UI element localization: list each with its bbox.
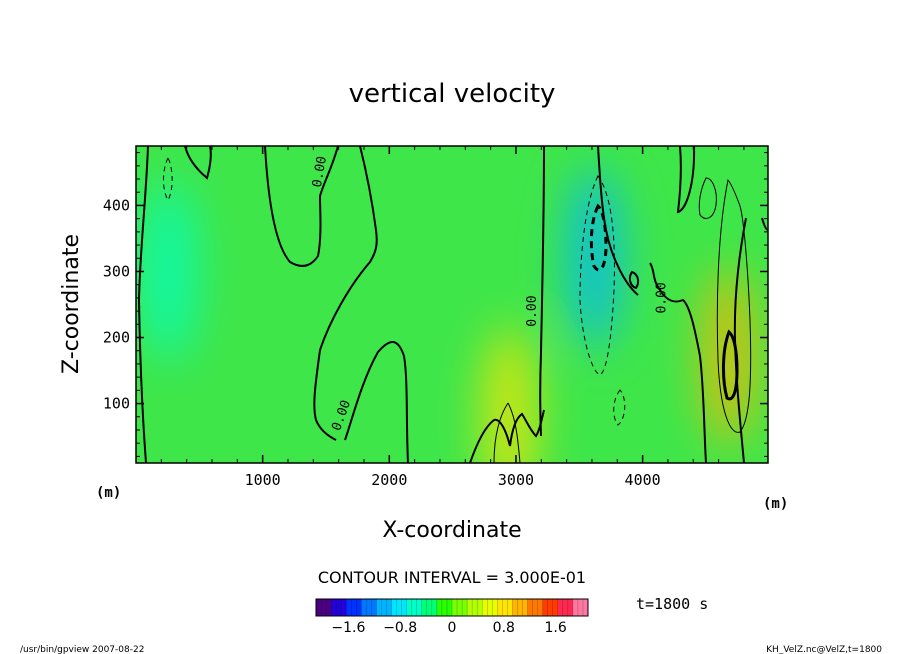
x-tick-label: 2000 <box>371 471 407 489</box>
colorbar-frame <box>315 598 589 617</box>
field-downdraft-1 <box>140 181 197 362</box>
chart-title: vertical velocity <box>349 79 556 109</box>
colorbar-tick-label: 1.6 <box>544 620 566 636</box>
colorbar-tick-label: 0 <box>448 620 457 636</box>
contour-negative-line <box>163 156 173 201</box>
contour-positive-line <box>698 177 717 219</box>
colorbar-swatch <box>542 599 559 616</box>
colorbar-swatch <box>316 599 332 616</box>
y-tick-label: 400 <box>103 196 130 214</box>
contour-interval-text: CONTOUR INTERVAL = 3.000E-01 <box>318 568 586 587</box>
x-unit-label: (m) <box>763 496 788 512</box>
y-tick-label: 100 <box>103 395 130 413</box>
colorbar-swatch <box>482 599 498 616</box>
plot-frame <box>135 145 769 464</box>
x-tick-label: 1000 <box>245 471 281 489</box>
contour-strong-negative <box>589 203 608 272</box>
contour-negative-line <box>613 389 626 426</box>
colorbar-swatch <box>467 599 483 616</box>
colorbar-swatch <box>421 599 438 616</box>
contour-positive-line <box>716 178 752 433</box>
plot-area: 0.000.00 0.000.00 <box>136 146 768 463</box>
y-tick-label: 200 <box>103 329 130 347</box>
contour-positive-line <box>493 402 521 463</box>
y-axis-label: Z-coordinate <box>59 234 84 374</box>
contour-zero-line <box>184 146 212 180</box>
colorbar: −1.6 −0.8 0 0.8 1.6 <box>315 598 589 636</box>
colorbar-swatch <box>406 599 423 616</box>
contour-zero-line <box>649 262 707 463</box>
colorbar-swatch <box>572 599 589 616</box>
contour-zero-line <box>264 146 339 267</box>
field-updraft-1 <box>700 267 757 448</box>
contour-zero-line <box>676 146 696 214</box>
colorbar-swatch <box>557 599 574 616</box>
contour-strong-positive <box>721 329 739 401</box>
field-shading <box>140 168 757 463</box>
contour-lines <box>137 146 768 463</box>
footer-left: /usr/bin/gpview 2007-08-22 <box>20 645 144 654</box>
contour-label: 0.00 <box>525 295 540 326</box>
field-background <box>136 146 768 463</box>
colorbar-swatch <box>361 599 377 616</box>
axes: 1000 2000 3000 4000 100 200 300 400 <box>103 146 768 489</box>
x-axis-label: X-coordinate <box>382 518 521 543</box>
contour-zero-line <box>344 341 409 463</box>
colorbar-swatch <box>497 599 513 616</box>
y-tick-label: 300 <box>103 262 130 280</box>
contour-zero-line <box>539 146 545 437</box>
colorbar-swatch <box>527 599 544 616</box>
contour-negative-line <box>579 175 615 376</box>
time-label: t=1800 s <box>636 595 708 613</box>
colorbar-swatch <box>436 599 453 616</box>
colorbar-swatch <box>512 599 529 616</box>
colorbar-swatch <box>331 599 347 616</box>
y-unit-label: (m) <box>96 485 121 501</box>
x-tick-label: 4000 <box>625 471 661 489</box>
contour-label: 0.00 <box>310 155 330 188</box>
contour-zero-line <box>313 146 378 441</box>
colorbar-tick-label: −1.6 <box>331 620 365 636</box>
colorbar-tick-label: 0.8 <box>493 620 515 636</box>
colorbar-swatch <box>452 599 468 616</box>
colorbar-swatch <box>346 599 362 616</box>
contour-zero-line <box>469 409 545 463</box>
colorbar-tick-label: −0.8 <box>383 620 417 636</box>
contour-zero-line <box>628 270 640 290</box>
colorbar-swatch <box>376 599 393 616</box>
colorbar-swatch <box>391 599 408 616</box>
x-tick-label: 3000 <box>498 471 534 489</box>
footer-right: KH_VelZ.nc@VelZ,t=1800 <box>766 645 882 654</box>
field-updraft-2 <box>481 326 538 463</box>
contour-zero-line <box>137 146 149 463</box>
contour-label: 0.00 <box>654 282 669 313</box>
